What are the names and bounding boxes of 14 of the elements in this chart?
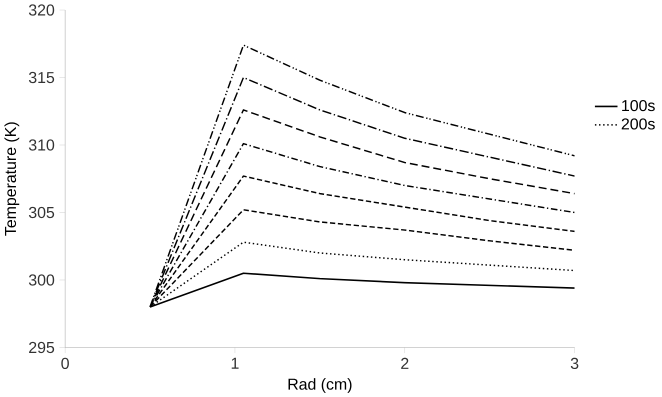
y-tick-label: 320 — [28, 4, 54, 16]
y-tick-label: 295 — [29, 342, 54, 353]
y-tick-label: 310 — [28, 139, 54, 150]
x-tick-label: 1 — [232, 358, 239, 369]
y-tick-label: 305 — [28, 206, 54, 218]
legend-label: 100s — [622, 100, 655, 112]
y-tick-label: 300 — [28, 274, 54, 286]
x-tick-label: 2 — [401, 358, 408, 369]
y-tick-label: 315 — [28, 72, 54, 83]
x-tick-label: 0 — [61, 358, 69, 369]
x-axis-title: Rad (cm) — [288, 378, 352, 393]
y-axis-title: Temperature (K) — [4, 122, 20, 236]
legend-label: 200s — [622, 118, 655, 130]
x-tick-label: 3 — [570, 358, 578, 369]
